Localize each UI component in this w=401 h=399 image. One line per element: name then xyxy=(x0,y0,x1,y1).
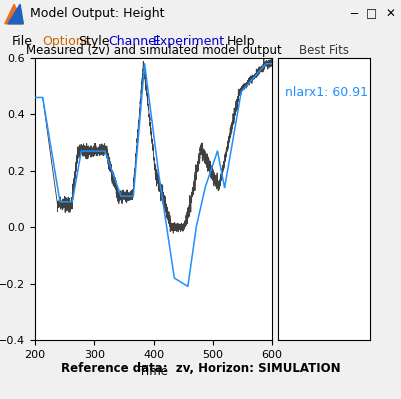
Text: nlarx1: 60.91: nlarx1: 60.91 xyxy=(285,86,367,99)
Title: Best Fits: Best Fits xyxy=(298,44,348,57)
Text: Channel: Channel xyxy=(108,35,160,48)
X-axis label: Time: Time xyxy=(139,365,168,378)
Text: File: File xyxy=(12,35,33,48)
Polygon shape xyxy=(8,4,23,24)
Text: Reference data:  zv, Horizon: SIMULATION: Reference data: zv, Horizon: SIMULATION xyxy=(61,361,340,375)
Text: Options: Options xyxy=(42,35,90,48)
Text: ─: ─ xyxy=(349,8,356,20)
Text: Style: Style xyxy=(78,35,109,48)
Text: Experiment: Experiment xyxy=(152,35,224,48)
Text: Model Output: Height: Model Output: Height xyxy=(30,8,164,20)
Text: □: □ xyxy=(365,8,376,20)
Text: Help: Help xyxy=(227,35,255,48)
Text: ✕: ✕ xyxy=(385,8,395,20)
Title: Measured (zv) and simulated model output: Measured (zv) and simulated model output xyxy=(26,44,281,57)
Polygon shape xyxy=(5,4,23,24)
